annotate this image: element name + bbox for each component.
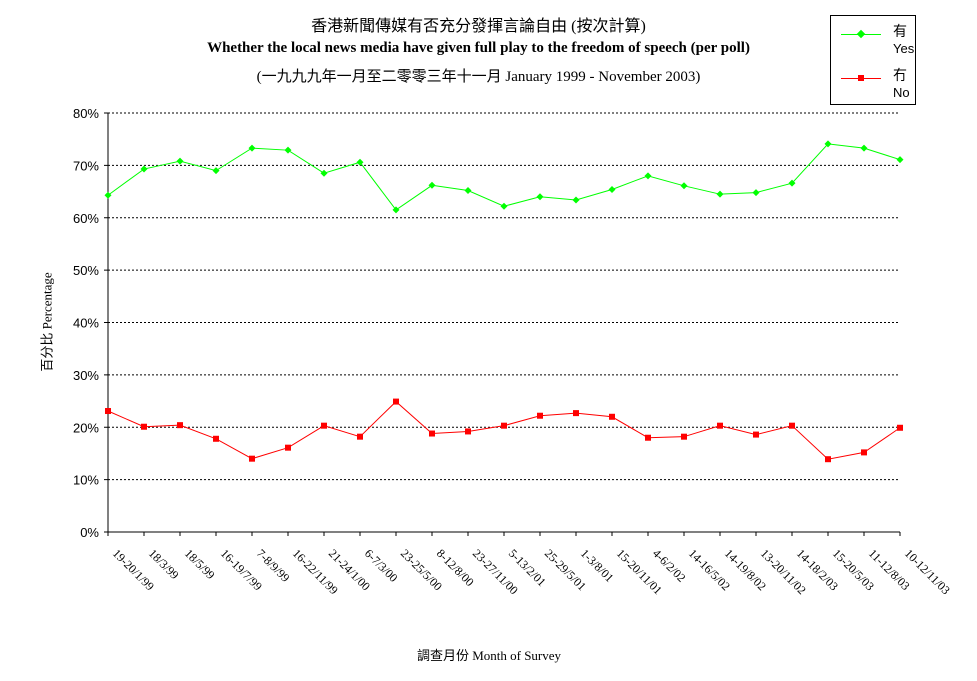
y-tick-label: 60% [73, 211, 99, 226]
data-point-yes [824, 140, 832, 148]
data-point-no [249, 455, 255, 462]
data-point-no [357, 433, 363, 440]
legend-diamond-marker [856, 29, 866, 39]
legend-label-yes-en: Yes [893, 41, 915, 56]
x-axis-label: 調查月份 Month of Survey [416, 648, 562, 663]
y-tick-label: 10% [73, 473, 99, 488]
legend-item-yes: 有 Yes [831, 20, 915, 60]
data-point-yes [176, 157, 184, 165]
data-point-no [285, 444, 291, 451]
data-point-no [501, 422, 507, 429]
data-point-no [645, 434, 651, 441]
y-tick-label: 80% [73, 106, 99, 121]
x-tick-label: 18/5/99 [182, 546, 218, 582]
data-point-no [573, 410, 579, 417]
data-point-no [321, 422, 327, 429]
series-line-no [107, 400, 901, 460]
data-point-no [465, 428, 471, 435]
data-point-no [681, 433, 687, 440]
data-point-yes [356, 158, 364, 166]
data-point-yes [716, 190, 724, 198]
data-point-yes [464, 187, 472, 195]
data-point-no [537, 412, 543, 419]
chart-subtitle: Whether the local news media have given … [207, 40, 750, 56]
data-point-no [393, 398, 399, 405]
legend-label-no-zh: 冇 [893, 69, 907, 84]
legend-item-no: 冇 No [831, 64, 915, 104]
data-point-no [789, 422, 795, 429]
data-point-yes [500, 202, 508, 210]
data-point-no [177, 422, 183, 429]
data-point-yes [752, 189, 760, 197]
data-point-yes [392, 206, 400, 214]
data-point-no [861, 449, 867, 456]
data-point-no [897, 424, 903, 431]
data-point-yes [536, 193, 544, 201]
y-tick-label: 70% [73, 158, 99, 173]
data-point-yes [680, 182, 688, 190]
legend: 有 Yes 冇 No [830, 15, 916, 105]
y-tick-label: 20% [73, 420, 99, 435]
data-point-no [141, 423, 147, 430]
data-point-no [429, 430, 435, 437]
data-point-no [825, 456, 831, 463]
data-point-yes [284, 146, 292, 154]
data-point-yes [896, 156, 904, 164]
data-point-no [753, 431, 759, 438]
data-point-yes [608, 185, 616, 193]
legend-label-no-en: No [893, 85, 910, 100]
data-point-no [609, 413, 615, 420]
chart-title: 香港新聞傳媒有否充分發揮言論自由 (按次計算) [311, 18, 646, 35]
data-point-no [105, 408, 111, 415]
y-tick-label: 30% [73, 368, 99, 383]
data-point-yes [104, 191, 112, 199]
legend-square-marker [858, 75, 864, 81]
y-axis-label: 百分比 Percentage [39, 272, 55, 372]
legend-label-yes-zh: 有 [893, 25, 907, 40]
chart-date-range: (一九九九年一月至二零零三年十一月 January 1999 - Novembe… [256, 69, 701, 85]
data-point-yes [212, 167, 220, 175]
y-tick-label: 0% [80, 525, 99, 540]
data-point-yes [860, 144, 868, 152]
x-tick-label: 10-12/11/03 [902, 546, 953, 597]
y-tick-label: 50% [73, 263, 99, 278]
data-point-yes [248, 144, 256, 152]
y-tick-label: 40% [73, 316, 99, 331]
data-point-yes [320, 169, 328, 177]
series-line-yes [107, 143, 901, 211]
data-point-yes [140, 165, 148, 173]
data-point-yes [572, 196, 580, 204]
data-point-no [213, 435, 219, 442]
data-point-no [717, 422, 723, 429]
data-point-yes [644, 172, 652, 180]
data-point-yes [788, 179, 796, 187]
data-point-yes [428, 181, 436, 189]
